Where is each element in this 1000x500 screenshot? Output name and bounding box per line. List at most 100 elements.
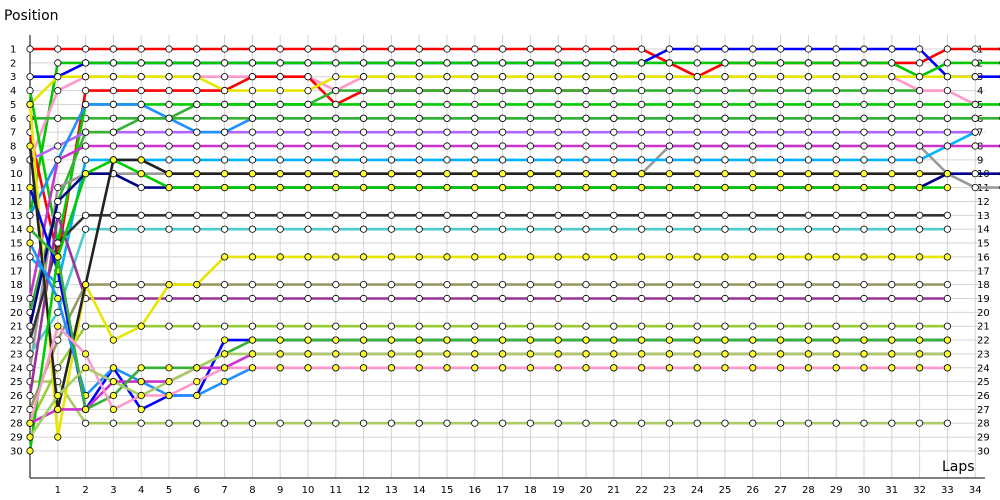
data-point [832, 225, 840, 233]
data-point [498, 45, 507, 53]
data-point [471, 322, 479, 330]
y-tick-label-left: 6 [10, 114, 16, 125]
y-tick-label-right: 21 [977, 322, 990, 333]
x-tick-label: 27 [774, 485, 787, 496]
data-point [832, 253, 840, 261]
data-point [804, 211, 813, 219]
x-tick-label: 19 [552, 485, 565, 496]
series-22 [26, 100, 952, 441]
data-point [276, 100, 284, 109]
data-point [109, 73, 118, 81]
data-point [832, 59, 840, 67]
data-point [165, 170, 173, 178]
data-point [304, 59, 312, 67]
y-tick-label-left: 2 [10, 58, 16, 69]
data-point [359, 294, 368, 303]
data-point [860, 114, 868, 122]
data-point [888, 225, 896, 233]
data-point [359, 184, 368, 192]
data-point [637, 100, 646, 109]
data-point [776, 45, 785, 53]
data-point [804, 59, 813, 67]
data-point [610, 100, 618, 109]
data-point [498, 59, 507, 67]
data-point [776, 128, 785, 136]
data-point [693, 211, 701, 219]
data-point [193, 114, 201, 122]
data-point [276, 280, 284, 289]
data-point [165, 100, 173, 109]
data-point [359, 59, 368, 67]
data-point [82, 322, 90, 330]
data-point [304, 280, 312, 289]
data-point [971, 59, 979, 67]
data-point [193, 142, 201, 150]
data-point [415, 128, 423, 136]
y-tick-label-right: 24 [977, 363, 990, 374]
y-tick-label-left: 26 [10, 391, 23, 402]
data-point [832, 142, 840, 150]
data-point [637, 156, 646, 164]
data-point [693, 128, 701, 136]
data-point [332, 336, 340, 344]
series-line [28, 324, 949, 425]
data-point [248, 156, 256, 164]
data-point [443, 350, 451, 358]
data-point [526, 225, 535, 233]
data-point [721, 294, 729, 303]
data-point [443, 156, 451, 164]
x-tick-label: 31 [885, 485, 898, 496]
data-point [721, 322, 729, 330]
data-point [832, 73, 840, 81]
data-point [359, 114, 368, 122]
data-point [971, 128, 979, 136]
x-tick-label: 29 [830, 485, 843, 496]
data-point [721, 114, 729, 122]
data-point [165, 225, 173, 233]
data-point [804, 100, 813, 109]
data-point [915, 87, 924, 95]
data-point [137, 405, 145, 413]
y-tick-label-right: 19 [977, 294, 990, 305]
data-point [860, 45, 868, 53]
data-point [943, 336, 952, 344]
data-point [749, 294, 757, 303]
data-point [165, 391, 173, 400]
data-point [304, 294, 312, 303]
data-point [637, 253, 646, 261]
data-point [137, 156, 145, 164]
data-point [193, 170, 201, 178]
data-point [359, 100, 368, 109]
data-point [665, 114, 674, 122]
data-point [248, 419, 256, 427]
data-point [498, 364, 507, 372]
data-point [415, 364, 423, 372]
data-point [665, 170, 674, 178]
series-29 [26, 322, 952, 427]
data-point [332, 156, 340, 164]
data-point [165, 322, 173, 330]
data-point [637, 128, 646, 136]
series-26 [26, 350, 952, 427]
data-point [832, 114, 840, 122]
y-tick-label-left: 10 [10, 169, 23, 180]
data-point [415, 419, 423, 427]
data-point [804, 142, 813, 150]
data-point [749, 59, 757, 67]
data-point [554, 225, 562, 233]
y-tick-label-right: 20 [977, 308, 990, 319]
data-point [832, 350, 840, 358]
data-point [165, 87, 173, 95]
data-point [971, 45, 979, 53]
data-point [693, 336, 701, 344]
data-point [610, 322, 618, 330]
y-tick-label-left: 23 [10, 349, 23, 360]
data-point [776, 253, 785, 261]
data-point [415, 350, 423, 358]
x-tick-label: 30 [858, 485, 871, 496]
data-point [693, 294, 701, 303]
data-point [749, 156, 757, 164]
data-point [665, 253, 674, 261]
data-point [943, 170, 952, 178]
data-point [749, 322, 757, 330]
